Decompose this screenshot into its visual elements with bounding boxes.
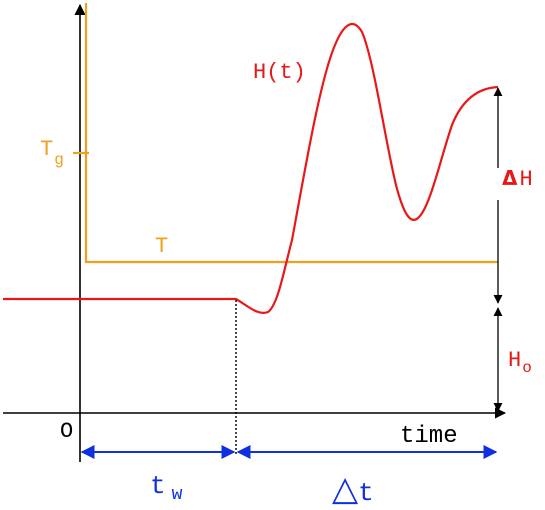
delta-t-letter: t bbox=[358, 478, 374, 508]
delta-t-symbol: △ bbox=[332, 469, 359, 509]
delta-h-label: ΔH bbox=[502, 166, 533, 192]
tw-label-main: t bbox=[150, 471, 166, 501]
h0-label: Ho bbox=[508, 348, 532, 377]
tw-label-sub: w bbox=[172, 485, 183, 505]
x-axis-label: time bbox=[400, 423, 458, 450]
tg-label: Tg bbox=[40, 137, 64, 169]
origin-label: O bbox=[60, 419, 73, 444]
delta-h-symbol: Δ bbox=[502, 166, 518, 190]
enthalpy-curve bbox=[3, 23, 499, 314]
temperature-label: T bbox=[155, 234, 168, 259]
temperature-curve bbox=[84, 3, 498, 264]
h0-label-sub: o bbox=[522, 359, 532, 377]
delta-t-label: △t bbox=[332, 469, 374, 509]
enthalpy-curve-label: H(t) bbox=[253, 60, 306, 85]
delta-h-letter: H bbox=[519, 167, 532, 192]
tg-label-sub: g bbox=[54, 151, 64, 169]
h0-label-main: H bbox=[508, 348, 521, 373]
tg-label-main: T bbox=[40, 137, 53, 162]
